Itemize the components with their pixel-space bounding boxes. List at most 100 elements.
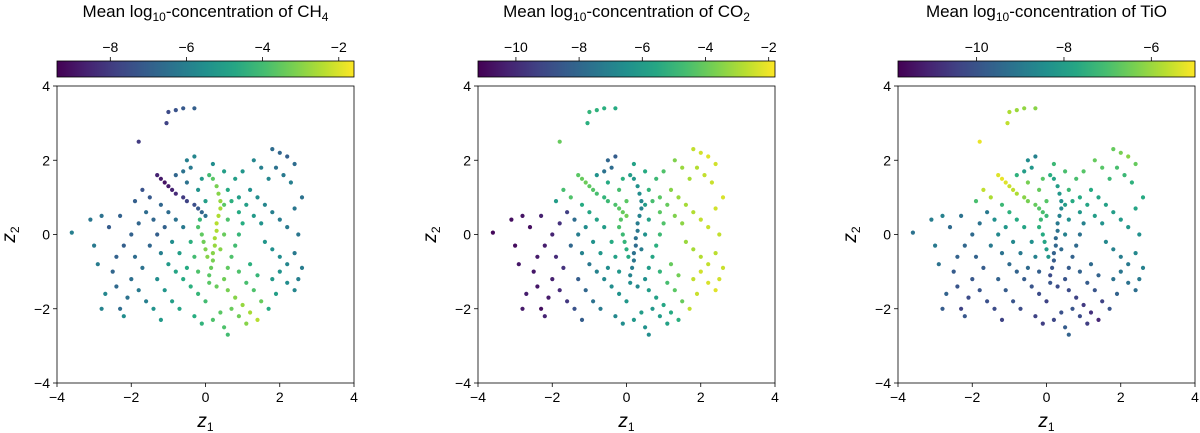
scatter-point xyxy=(274,292,278,296)
scatter-point xyxy=(1048,273,1052,277)
x-axis-label: z1 xyxy=(196,411,214,433)
scatter-point xyxy=(1007,110,1011,114)
scatter-point xyxy=(602,169,606,173)
scatter-point xyxy=(1108,177,1112,181)
scatter-point xyxy=(1111,277,1115,281)
scatter-point xyxy=(1022,195,1026,199)
scatter-point xyxy=(270,147,274,151)
scatter-point xyxy=(1100,166,1104,170)
scatter-point xyxy=(673,214,677,218)
scatter-point xyxy=(981,188,985,192)
scatter-point xyxy=(650,199,654,203)
scatter-point xyxy=(680,166,684,170)
scatter-point xyxy=(610,240,614,244)
scatter-point xyxy=(1015,192,1019,196)
scatter-point xyxy=(665,322,669,326)
scatter-point xyxy=(1033,203,1037,207)
scatter-point xyxy=(684,203,688,207)
colorbar-tick-label: −6 xyxy=(634,39,650,55)
y-tick-label: −2 xyxy=(455,301,471,317)
scatter-point xyxy=(1057,214,1061,218)
scatter-point xyxy=(591,188,595,192)
scatter-point xyxy=(1018,307,1022,311)
scatter-point xyxy=(691,147,695,151)
scatter-point xyxy=(636,184,640,188)
scatter-point xyxy=(222,325,226,329)
scatter-point xyxy=(159,177,163,181)
scatter-point xyxy=(229,199,233,203)
scatter-point xyxy=(159,318,163,322)
y-tick-label: −4 xyxy=(455,375,471,391)
scatter-point xyxy=(613,314,617,318)
scatter-point xyxy=(1059,247,1063,251)
scatter-point xyxy=(174,218,178,222)
scatter-point xyxy=(1078,210,1082,214)
scatter-point xyxy=(216,192,220,196)
scatter-point xyxy=(1050,266,1054,270)
x-tick-label: 2 xyxy=(276,389,284,405)
scatter-point xyxy=(513,244,517,248)
scatter-point xyxy=(1141,266,1145,270)
scatter-point xyxy=(181,277,185,281)
scatter-point xyxy=(244,281,248,285)
scatter-point xyxy=(647,288,651,292)
scatter-point xyxy=(155,173,159,177)
scatter-point xyxy=(1052,318,1056,322)
scatter-point xyxy=(196,206,200,210)
scatter-point xyxy=(643,232,647,236)
scatter-point xyxy=(572,307,576,311)
scatter-point xyxy=(278,151,282,155)
scatter-point xyxy=(203,247,207,251)
x-tick-label: 0 xyxy=(202,389,210,405)
scatter-point xyxy=(647,188,651,192)
scatter-point xyxy=(591,240,595,244)
scatter-point xyxy=(665,281,669,285)
scatter-point xyxy=(166,184,170,188)
scatter-point xyxy=(137,140,141,144)
scatter-point xyxy=(114,255,118,259)
colorbar-tick-label: −2 xyxy=(761,39,777,55)
scatter-point xyxy=(1037,292,1041,296)
scatter-point xyxy=(263,240,267,244)
scatter-point xyxy=(606,199,610,203)
scatter-point xyxy=(155,232,159,236)
scatter-point xyxy=(695,292,699,296)
plot-area xyxy=(898,86,1195,383)
y-tick-label: 2 xyxy=(463,152,471,168)
scatter-point xyxy=(293,162,297,166)
scatter-point xyxy=(580,251,584,255)
scatter-point xyxy=(989,244,993,248)
scatter-point xyxy=(981,266,985,270)
scatter-point xyxy=(1104,203,1108,207)
scatter-point xyxy=(624,299,628,303)
scatter-point xyxy=(1011,299,1015,303)
scatter-point xyxy=(1119,151,1123,155)
scatter-point xyxy=(617,188,621,192)
scatter-point xyxy=(691,277,695,281)
scatter-point xyxy=(520,307,524,311)
scatter-point xyxy=(140,188,144,192)
scatter-point xyxy=(259,221,263,225)
scatter-point xyxy=(244,322,248,326)
scatter-point xyxy=(267,307,271,311)
scatter-point xyxy=(222,232,226,236)
scatter-point xyxy=(1096,273,1100,277)
scatter-point xyxy=(1063,277,1067,281)
scatter-point xyxy=(263,203,267,207)
scatter-point xyxy=(1056,284,1060,288)
scatter-point xyxy=(196,292,200,296)
scatter-point xyxy=(248,310,252,314)
scatter-point xyxy=(1089,262,1093,266)
scatter-point xyxy=(561,188,565,192)
scatter-point xyxy=(1022,225,1026,229)
scatter-point xyxy=(966,296,970,300)
scatter-point xyxy=(535,284,539,288)
scatter-point xyxy=(1015,108,1019,112)
scatter-point xyxy=(70,231,74,235)
scatter-point xyxy=(610,284,614,288)
scatter-point xyxy=(978,288,982,292)
scatter-point xyxy=(226,266,230,270)
scatter-point xyxy=(207,281,211,285)
scatter-point xyxy=(237,270,241,274)
